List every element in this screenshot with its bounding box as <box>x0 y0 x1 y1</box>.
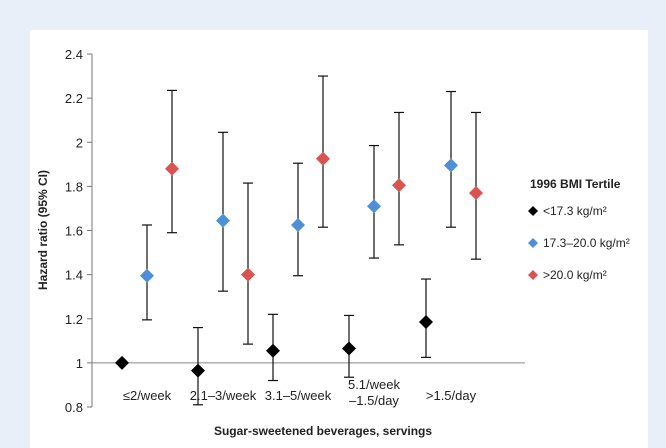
y-tick-label: 0.8 <box>65 400 83 415</box>
legend-label: >20.0 kg/m² <box>543 268 607 282</box>
x-tick-label-line: >1.5/day <box>426 388 477 403</box>
legend: 1996 BMI Tertile <17.3 kg/m² 17.3–20.0 kg… <box>528 177 630 282</box>
data-point <box>316 151 330 166</box>
x-tick-label-line: –1.5/day <box>349 393 399 408</box>
x-tick-label-line: 5.1/week <box>348 377 401 392</box>
data-point <box>140 268 154 283</box>
data-point <box>241 267 255 282</box>
x-tick-label: 3.1–5/week <box>265 388 332 403</box>
chart-svg: 0.8 1 1.2 1.4 1.6 1.8 2 2.2 2.4 ≤2/week 2.1–3/wee… <box>36 47 630 438</box>
data-points <box>115 151 483 378</box>
data-point <box>342 341 356 356</box>
data-point <box>367 199 381 214</box>
y-tick-label: 1.4 <box>65 268 83 283</box>
x-tick-label: 5.1/week –1.5/day <box>348 377 401 408</box>
y-tick-label: 2.4 <box>65 47 83 62</box>
legend-marker <box>528 270 538 280</box>
y-tick-label: 1.2 <box>65 312 83 327</box>
error-bars <box>142 75 481 406</box>
x-tick-label: ≤2/week <box>123 388 172 403</box>
y-tick-label: 1 <box>76 356 83 371</box>
data-point <box>392 178 406 193</box>
y-tick-label: 1.8 <box>65 179 83 194</box>
axes <box>91 54 525 407</box>
y-tick-labels: 0.8 1 1.2 1.4 1.6 1.8 2 2.2 2.4 <box>65 47 92 415</box>
y-tick-label: 2 <box>76 135 83 150</box>
data-point <box>191 363 205 378</box>
legend-title: 1996 BMI Tertile <box>530 177 621 191</box>
data-point <box>419 315 433 330</box>
legend-label: 17.3–20.0 kg/m² <box>543 236 630 250</box>
legend-marker <box>528 238 538 248</box>
data-point <box>165 161 179 176</box>
data-point <box>115 355 129 370</box>
x-tick-label-line: ≤2/week <box>123 388 172 403</box>
x-tick-labels: ≤2/week 2.1–3/week 3.1–5/week 5.1/week –1.5/… <box>123 377 477 408</box>
y-tick-label: 2.2 <box>65 91 83 106</box>
x-axis-title: Sugar-sweetened beverages, servings <box>214 424 432 438</box>
legend-marker <box>528 206 538 216</box>
data-point <box>469 185 483 200</box>
chart-panel: 0.8 1 1.2 1.4 1.6 1.8 2 2.2 2.4 ≤2/week 2.1–3/wee… <box>30 30 648 448</box>
x-tick-label: 2.1–3/week <box>190 388 257 403</box>
y-axis-title: Hazard ratio (95% CI) <box>36 170 50 290</box>
legend-label: <17.3 kg/m² <box>543 204 607 218</box>
data-point <box>444 158 458 173</box>
x-tick-label-line: 2.1–3/week <box>190 388 257 403</box>
data-point <box>291 217 305 232</box>
x-tick-label: >1.5/day <box>426 388 477 403</box>
data-point <box>216 213 230 228</box>
y-tick-label: 1.6 <box>65 224 83 239</box>
data-point <box>266 343 280 358</box>
x-tick-label-line: 3.1–5/week <box>265 388 332 403</box>
